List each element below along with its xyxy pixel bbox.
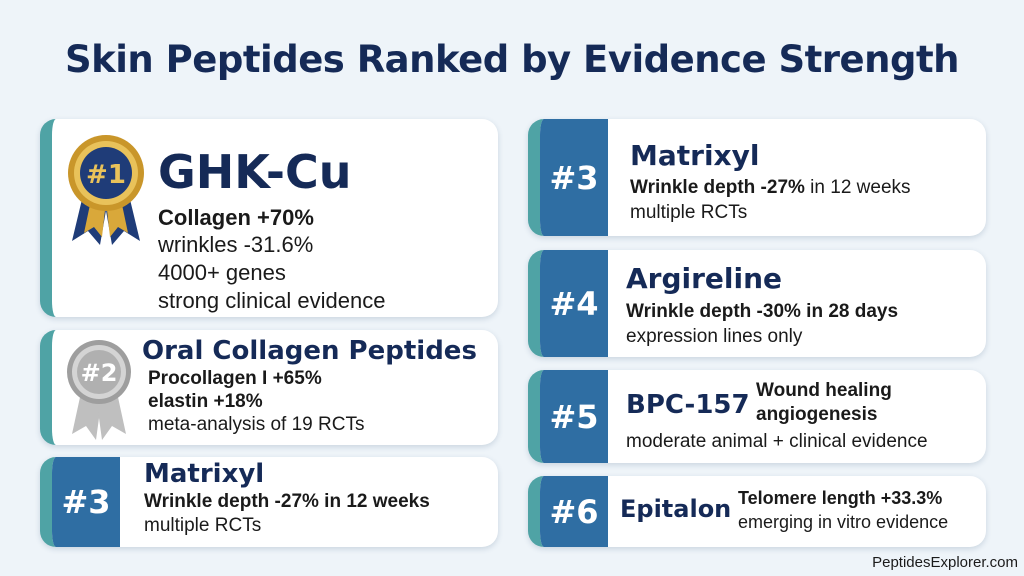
rank-badge: #6	[540, 476, 608, 547]
peptide-evidence: meta-analysis of 19 RCTs	[148, 414, 365, 435]
peptide-evidence: strong clinical evidence	[158, 288, 386, 313]
peptide-stat: Wrinkle depth -27% in 12 weeks	[630, 177, 911, 199]
peptide-stat: Collagen +70%	[158, 205, 314, 230]
peptide-stat: Wrinkle depth -30% in 28 days	[626, 301, 899, 322]
silver-medal-icon: #2	[67, 340, 131, 440]
peptide-stat: Procollagen I +65%	[148, 368, 322, 389]
peptide-stat: wrinkles -31.6%	[158, 232, 314, 257]
peptide-name: Oral Collagen Peptides	[142, 336, 477, 366]
peptide-evidence: multiple RCTs	[144, 515, 262, 536]
rank-card-argireline: #4 Argireline Wrinkle depth -30% in 28 d…	[528, 250, 986, 357]
medal-rank-label: #1	[86, 160, 126, 190]
peptide-stat: elastin +18%	[148, 391, 263, 412]
peptide-evidence: moderate animal + clinical evidence	[626, 431, 928, 452]
rank-badge: #3	[52, 457, 120, 547]
peptide-name: Epitalon	[620, 495, 732, 523]
rank-card-ghk-cu: #1 GHK-Cu Collagen +70% wrinkles -31.6% …	[40, 119, 498, 317]
page-title: Skin Peptides Ranked by Evidence Strengt…	[64, 38, 960, 81]
medal-rank-label: #2	[81, 359, 118, 387]
peptide-name: GHK-Cu	[158, 145, 352, 199]
rank-card-matrixyl-right: #3 Matrixyl Wrinkle depth -27% in 12 wee…	[528, 119, 986, 236]
rank-card-oral-collagen: #2 Oral Collagen Peptides Procollagen I …	[40, 330, 498, 445]
peptide-tag: Wound healing	[756, 380, 892, 401]
peptide-evidence: multiple RCTs	[630, 202, 748, 223]
peptide-stat: 4000+ genes	[158, 260, 286, 285]
peptide-name: Argireline	[626, 262, 783, 295]
site-watermark: PeptidesExplorer.com	[872, 554, 1018, 571]
peptide-evidence: emerging in vitro evidence	[738, 512, 949, 532]
peptide-evidence: expression lines only	[626, 326, 803, 347]
rank-badge: #3	[540, 119, 608, 236]
rank-card-epitalon: #6 Epitalon Telomere length +33.3% emerg…	[528, 476, 986, 547]
rank-card-bpc-157: #5 BPC-157 Wound healing angiogenesis mo…	[528, 370, 986, 463]
peptide-tag: angiogenesis	[756, 404, 878, 425]
rank-card-matrixyl-left: #3 Matrixyl Wrinkle depth -27% in 12 wee…	[40, 457, 498, 547]
rank-badge: #5	[540, 370, 608, 463]
peptide-stat-highlight: Wrinkle depth -27%	[630, 177, 805, 198]
rank-badge: #4	[540, 250, 608, 357]
peptide-name: Matrixyl	[630, 139, 760, 172]
peptide-name: BPC-157	[626, 390, 750, 420]
peptide-name: Matrixyl	[144, 459, 265, 489]
peptide-stat: Wrinkle depth -27% in 12 weeks	[144, 491, 430, 512]
peptide-stat: Telomere length +33.3%	[738, 488, 943, 508]
peptide-stat-rest: in 12 weeks	[804, 177, 911, 198]
gold-medal-icon: #1	[68, 135, 144, 245]
